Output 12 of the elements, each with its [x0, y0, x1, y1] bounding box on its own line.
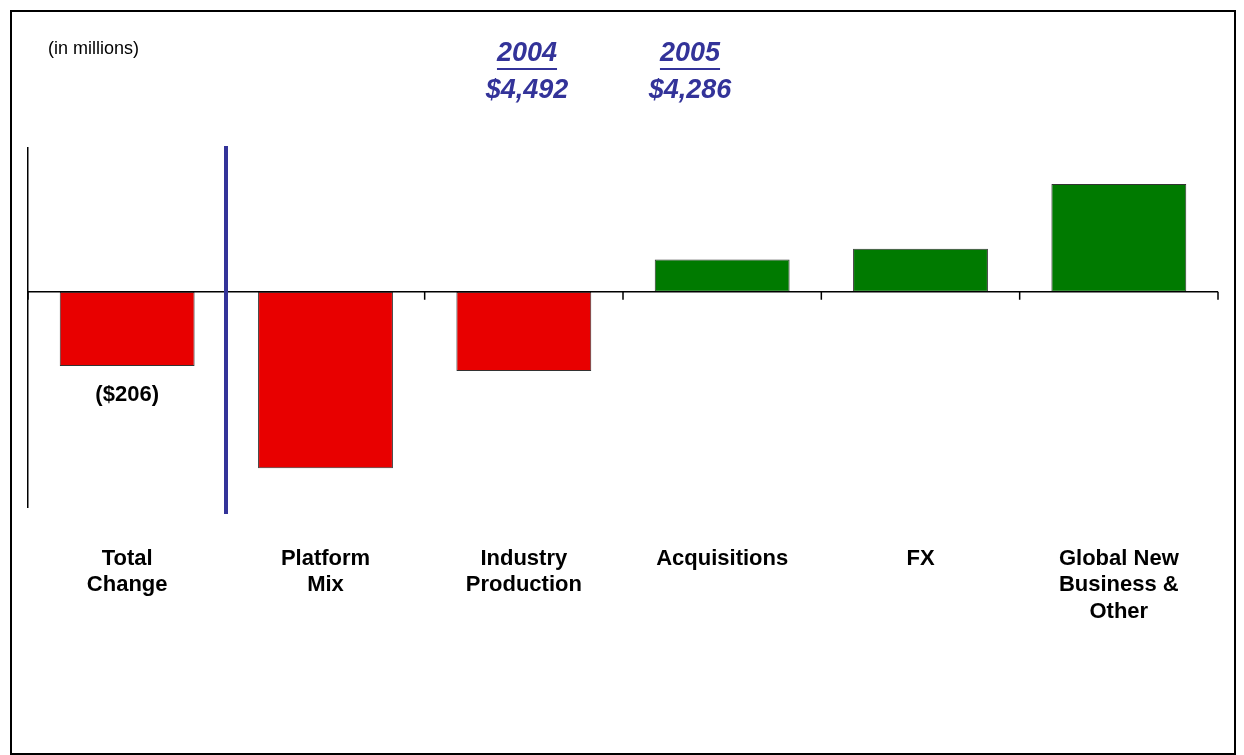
text: (in millions): [48, 37, 140, 58]
x-tick-label: FX: [906, 545, 935, 571]
text: $4,492: [484, 73, 569, 104]
data-label: ($206): [95, 381, 159, 407]
x-tick-label: Acquisitions: [656, 545, 789, 571]
text: 2004: [495, 36, 558, 67]
x-tick-label: Platform Mix: [280, 545, 371, 597]
x-tick-label: Global New Business & Other: [1058, 545, 1180, 623]
text: 2005: [658, 36, 722, 67]
text: $4,286: [647, 73, 733, 104]
x-tick-label: Industry Production: [465, 545, 582, 597]
x-tick-label: Total Change: [86, 545, 168, 597]
